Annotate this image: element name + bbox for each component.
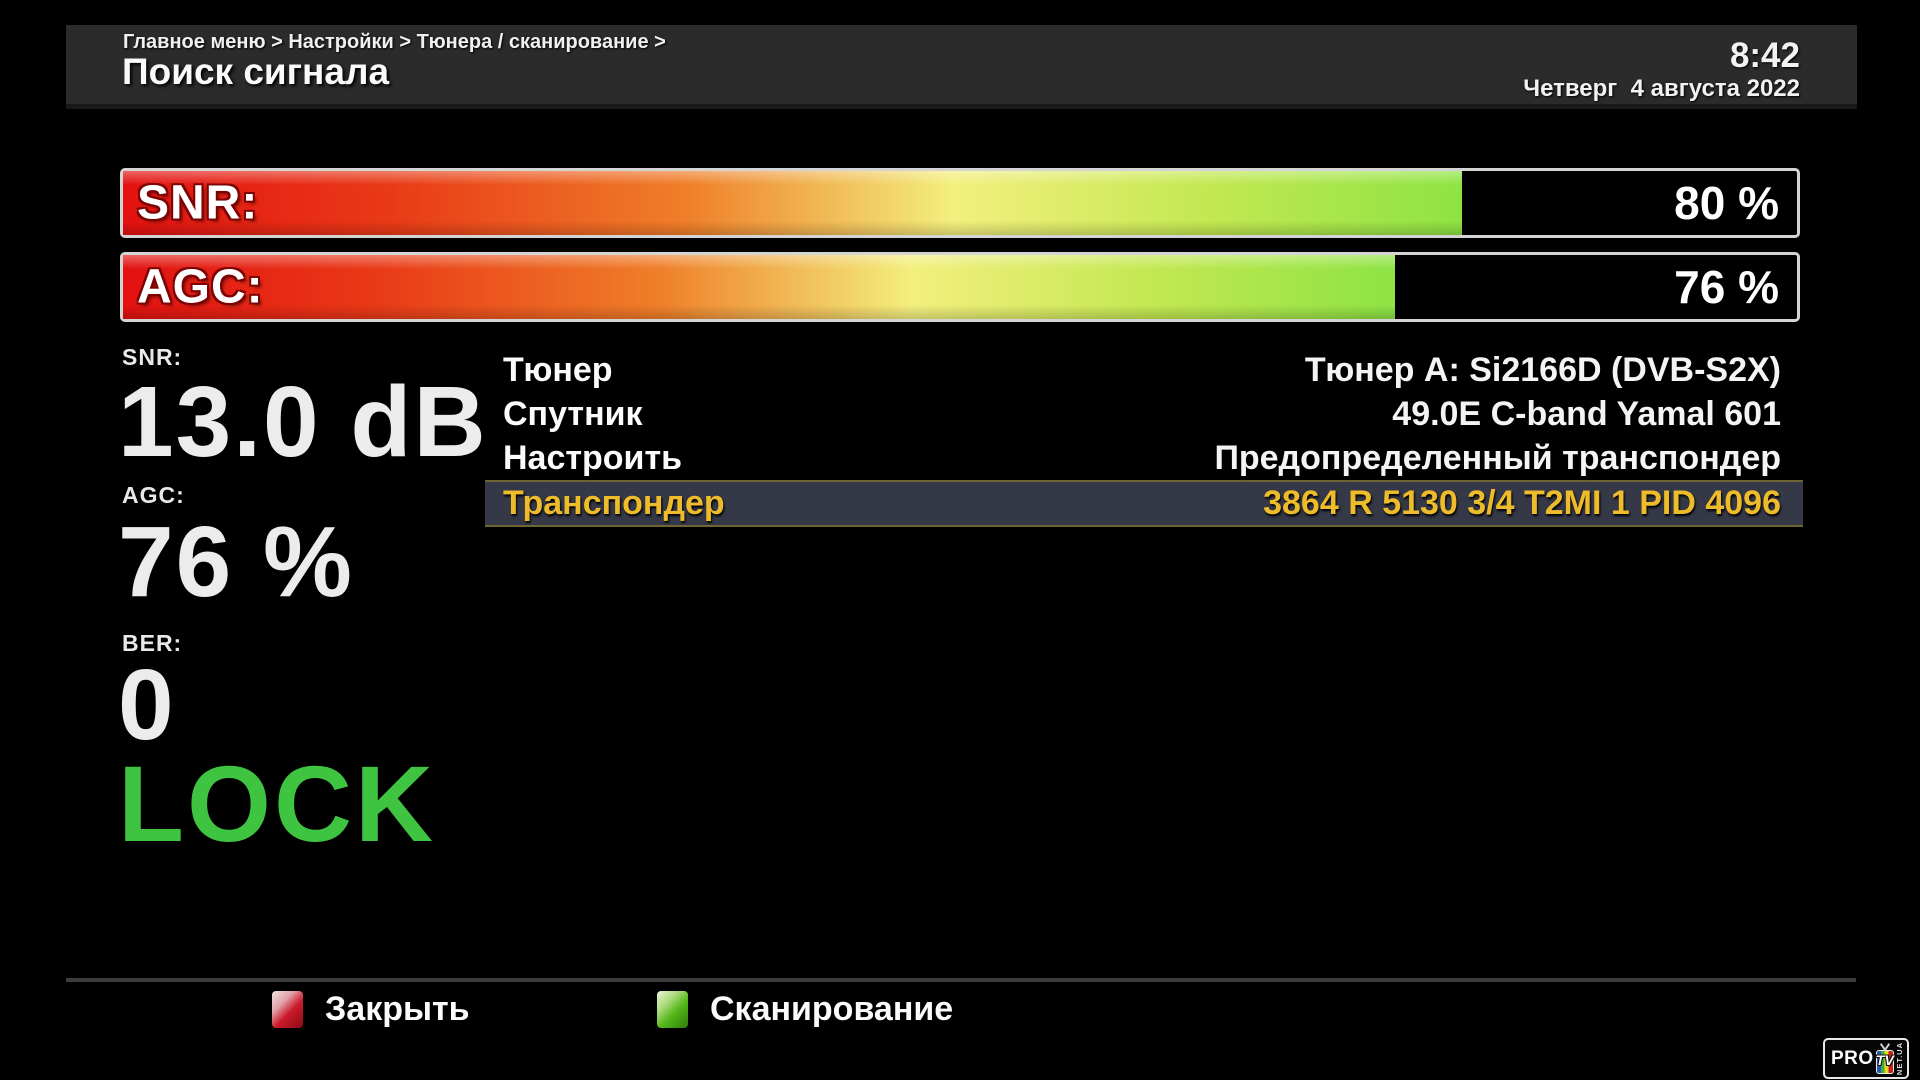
settings-row-label: Спутник <box>503 394 643 433</box>
header-bar: Главное меню > Настройки > Тюнера / скан… <box>66 25 1857 109</box>
snr-reading-label: SNR: <box>122 344 183 370</box>
settings-row-satellite[interactable]: Спутник 49.0E C-band Yamal 601 <box>485 392 1803 436</box>
settings-row-value: 3864 R 5130 3/4 T2MI 1 PID 4096 <box>1263 484 1781 522</box>
clock: 8:42 Четверг 4 августа 2022 <box>1523 36 1800 102</box>
provider-logo: PRO TV NET.UA <box>1823 1038 1909 1079</box>
snr-gauge-value: 80 % <box>1674 177 1779 229</box>
agc-gauge-fill <box>123 255 1396 319</box>
settings-row-configure[interactable]: Настроить Предопределенный транспондер <box>485 436 1803 480</box>
snr-reading-value: 13.0 dB <box>118 366 488 478</box>
settings-row-label: Транспондер <box>503 484 725 522</box>
agc-gauge-label: AGC: <box>137 260 264 314</box>
settings-row-label: Настроить <box>503 438 683 477</box>
red-key-icon <box>272 990 303 1028</box>
snr-gauge-fill <box>123 171 1463 235</box>
settings-row-value: 49.0E C-band Yamal 601 <box>1392 394 1781 433</box>
logo-net-text: NET.UA <box>1895 1041 1904 1076</box>
settings-row-tuner[interactable]: Тюнер Тюнер A: Si2166D (DVB-S2X) <box>485 348 1803 392</box>
settings-list: Тюнер Тюнер A: Si2166D (DVB-S2X) Спутник… <box>485 348 1803 527</box>
settings-row-value: Предопределенный транспондер <box>1214 438 1781 477</box>
scan-button[interactable]: Сканирование <box>657 988 953 1030</box>
footer-separator <box>66 978 1856 982</box>
agc-reading-value: 76 % <box>118 506 354 618</box>
ber-reading-value: 0 <box>118 649 176 761</box>
agc-reading-label: AGC: <box>122 482 185 508</box>
clock-time: 8:42 <box>1729 36 1800 75</box>
settings-row-value: Тюнер A: Si2166D (DVB-S2X) <box>1304 350 1781 389</box>
ber-reading-label: BER: <box>122 630 183 656</box>
scan-button-label: Сканирование <box>710 989 954 1028</box>
tv-icon: TV <box>1875 1048 1894 1074</box>
tv-icon-label: TV <box>1875 1051 1894 1068</box>
snr-gauge: SNR: 80 % <box>120 168 1800 238</box>
settings-row-transponder[interactable]: Транспондер 3864 R 5130 3/4 T2MI 1 PID 4… <box>485 480 1803 527</box>
snr-gauge-label: SNR: <box>137 176 259 230</box>
agc-gauge-value: 76 % <box>1674 261 1779 313</box>
logo-pro-text: PRO <box>1831 1047 1874 1069</box>
lock-status: LOCK <box>118 743 436 864</box>
page-title: Поиск сигнала <box>122 51 390 92</box>
green-key-icon <box>657 990 688 1028</box>
close-button[interactable]: Закрыть <box>272 988 470 1030</box>
breadcrumb: Главное меню > Настройки > Тюнера / скан… <box>123 31 666 53</box>
settings-row-label: Тюнер <box>503 350 613 389</box>
close-button-label: Закрыть <box>325 989 470 1028</box>
agc-gauge: AGC: 76 % <box>120 252 1800 322</box>
clock-date: Четверг 4 августа 2022 <box>1523 74 1800 102</box>
